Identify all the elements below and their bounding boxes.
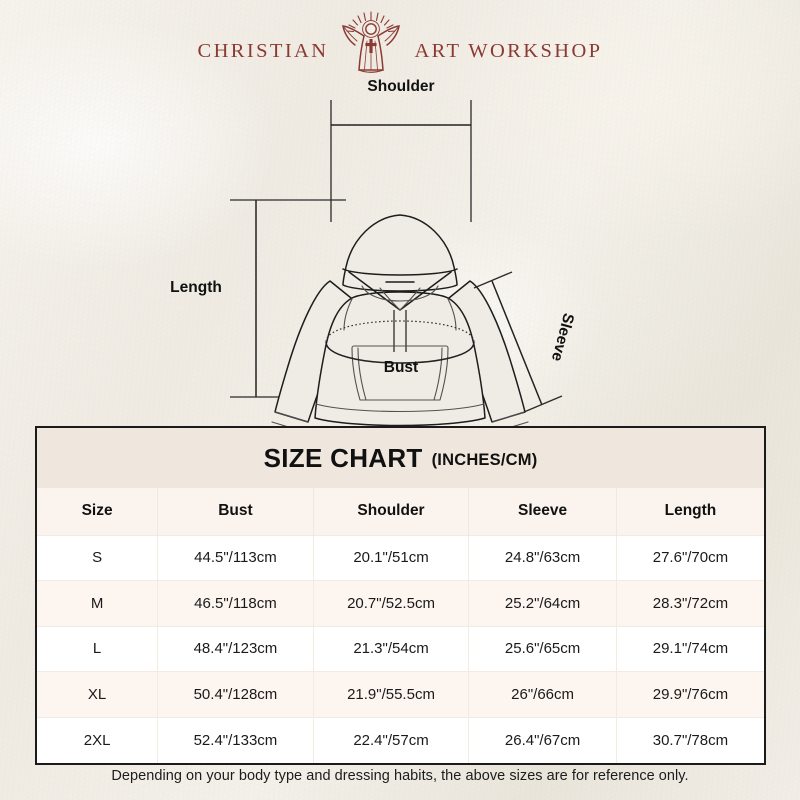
shoulder-label: Shoulder: [367, 78, 434, 95]
cell-bust: 50.4"/128cm: [157, 671, 314, 717]
length-label: Length: [170, 279, 222, 296]
size-chart-body: S 44.5"/113cm 20.1"/51cm 24.8"/63cm 27.6…: [37, 534, 764, 763]
cell-shoulder: 21.9"/55.5cm: [313, 671, 470, 717]
bust-label: Bust: [384, 359, 418, 376]
column-header-bust: Bust: [157, 488, 314, 535]
size-chart-unit: (INCHES/CM): [431, 450, 538, 469]
cell-sleeve: 26"/66cm: [468, 671, 617, 717]
sleeve-dimension-lines: [473, 271, 563, 413]
column-header-length: Length: [616, 488, 764, 535]
cell-length: 29.9"/76cm: [616, 671, 764, 717]
size-chart-table: Size Bust Shoulder Sleeve Length S 44.5"…: [37, 488, 764, 763]
cell-length: 30.7"/78cm: [616, 716, 764, 763]
table-row: XL 50.4"/128cm 21.9"/55.5cm 26"/66cm 29.…: [37, 671, 764, 717]
cell-length: 27.6"/70cm: [616, 534, 764, 581]
hoodie-diagram-svg: Shoulder Length: [170, 78, 577, 426]
cell-bust: 52.4"/133cm: [157, 716, 314, 763]
column-header-shoulder: Shoulder: [313, 488, 470, 535]
size-chart-card: SIZE CHART (INCHES/CM) Size Bust Shoulde…: [35, 426, 766, 765]
cell-sleeve: 25.6"/65cm: [468, 625, 617, 672]
cell-size: XL: [37, 671, 159, 717]
cell-bust: 46.5"/118cm: [157, 580, 314, 626]
bust-measurement-ellipse: [325, 320, 475, 364]
cell-size: 2XL: [37, 716, 159, 763]
cell-size: S: [37, 534, 159, 581]
cell-sleeve: 24.8"/63cm: [468, 534, 617, 581]
size-chart-title: SIZE CHART: [263, 442, 423, 473]
cell-size: M: [37, 580, 159, 626]
cell-shoulder: 20.1"/51cm: [313, 534, 470, 581]
size-chart-title-bar: SIZE CHART (INCHES/CM): [37, 428, 764, 488]
cell-size: L: [37, 625, 159, 672]
cell-bust: 48.4"/123cm: [157, 625, 314, 672]
shoulder-dimension-lines: [330, 100, 472, 222]
cell-shoulder: 21.3"/54cm: [313, 625, 470, 672]
cell-shoulder: 20.7"/52.5cm: [313, 580, 470, 626]
brand-name-right: ART WORKSHOP: [414, 39, 603, 62]
size-chart-header-row: Size Bust Shoulder Sleeve Length: [37, 488, 764, 535]
table-row: S 44.5"/113cm 20.1"/51cm 24.8"/63cm 27.6…: [37, 534, 764, 581]
risen-christ-logo: [342, 11, 401, 73]
table-row: M 46.5"/118cm 20.7"/52.5cm 25.2"/64cm 28…: [37, 580, 764, 626]
brand-name-left: CHRISTIAN: [197, 39, 329, 62]
hoodie-measurement-diagram: Shoulder Length: [0, 74, 800, 426]
disclaimer-note: Depending on your body type and dressing…: [111, 768, 689, 784]
hoodie-drawing: [271, 214, 529, 426]
sleeve-label: Sleeve: [548, 311, 577, 363]
cell-sleeve: 26.4"/67cm: [468, 716, 617, 763]
column-header-sleeve: Sleeve: [468, 488, 617, 535]
brand-header: CHRISTIAN: [0, 8, 800, 80]
cell-shoulder: 22.4"/57cm: [313, 716, 470, 763]
cell-sleeve: 25.2"/64cm: [468, 580, 617, 626]
table-row: 2XL 52.4"/133cm 22.4"/57cm 26.4"/67cm 30…: [37, 716, 764, 763]
cell-bust: 44.5"/113cm: [157, 534, 314, 581]
table-row: L 48.4"/123cm 21.3"/54cm 25.6"/65cm 29.1…: [37, 625, 764, 672]
cell-length: 28.3"/72cm: [616, 580, 764, 626]
column-header-size: Size: [37, 488, 159, 535]
cell-length: 29.1"/74cm: [616, 625, 764, 672]
